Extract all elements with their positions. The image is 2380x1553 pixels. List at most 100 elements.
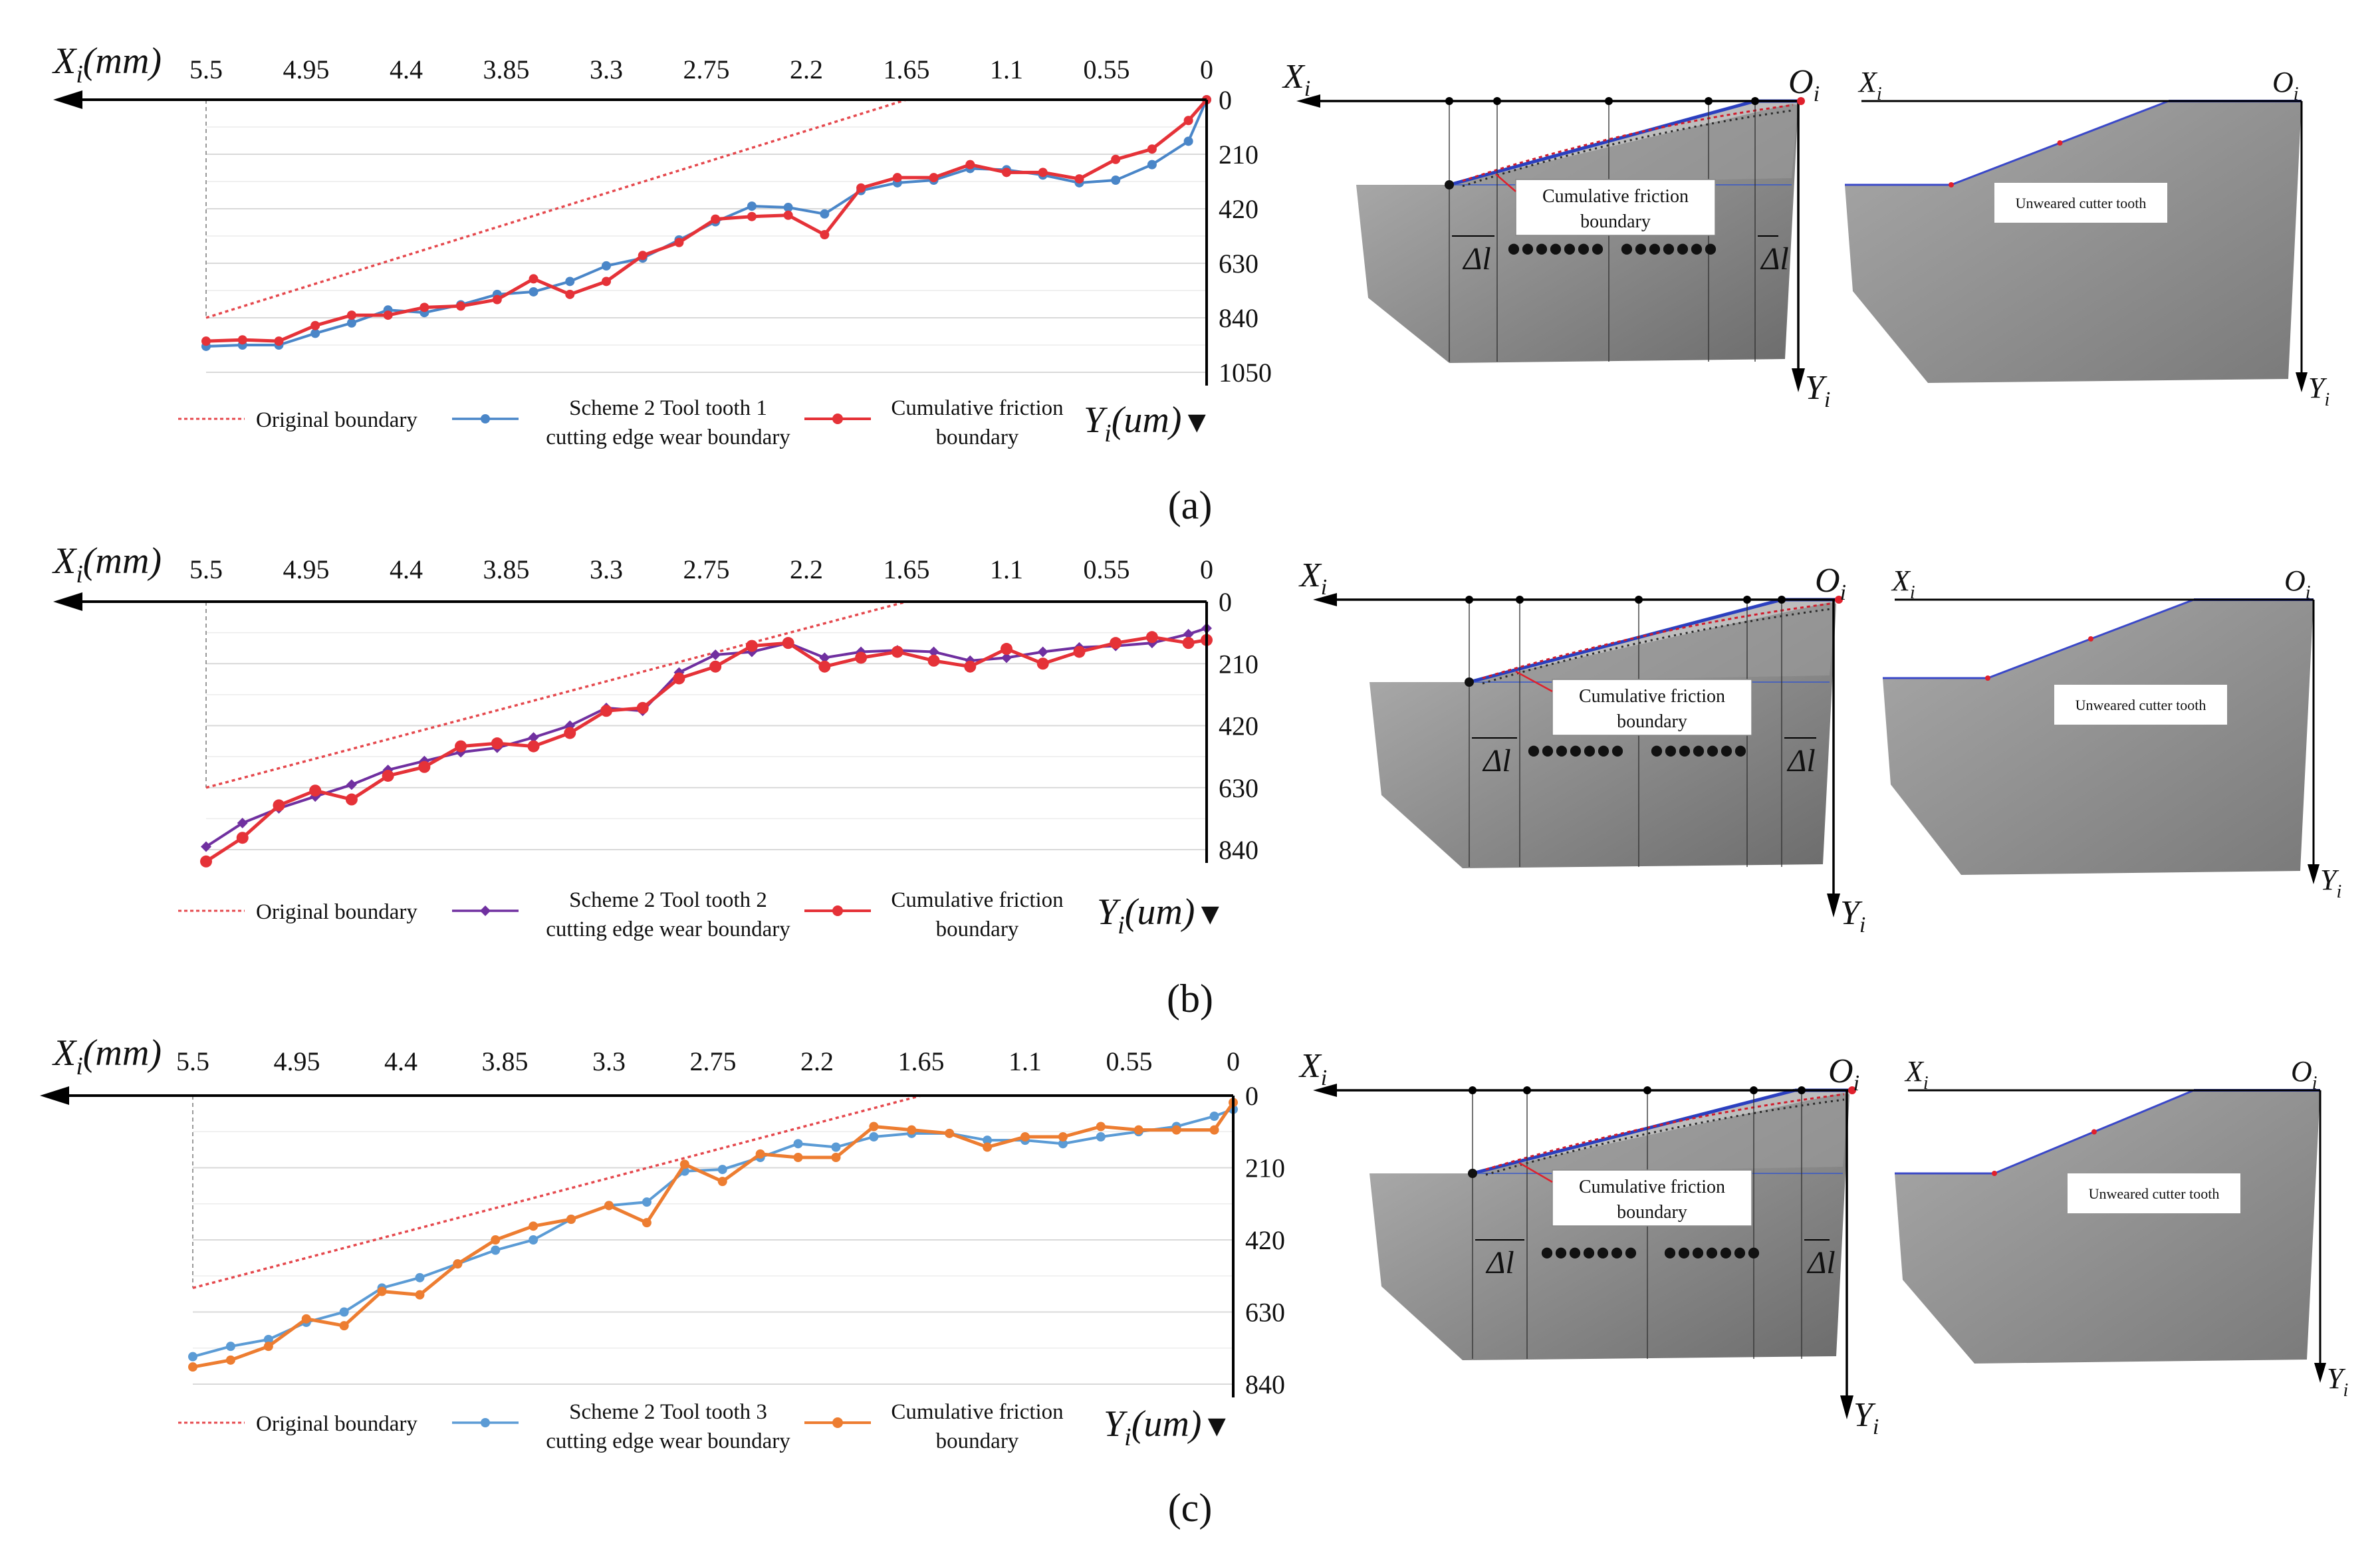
- x-tick-label: 0.55: [1084, 554, 1130, 584]
- image-y-arrow: [1792, 368, 1805, 392]
- legend-marker-friction: [832, 1417, 843, 1428]
- data-point: [263, 1334, 273, 1344]
- image-y-label: Yi: [1853, 1396, 1879, 1439]
- image-origin-label: Oi: [2272, 66, 2299, 104]
- data-point: [856, 183, 866, 193]
- data-point: [673, 672, 685, 685]
- chart-panel-a: 5.5 4.95 4.4 3.85 3.3 2.75 2.2 1.65 1.1 0.55 00 210…: [52, 41, 1272, 449]
- y-tick-label: 210: [1219, 649, 1258, 679]
- x-tick-label: 1.65: [884, 55, 930, 84]
- y-axis-title: Yi(um)▼: [1097, 892, 1225, 939]
- data-point: [237, 335, 247, 345]
- y-tick-label: 420: [1219, 711, 1258, 741]
- data-point: [709, 660, 722, 673]
- data-point: [346, 779, 357, 790]
- data-point: [747, 201, 757, 211]
- image-origin-label: Oi: [1815, 562, 1846, 605]
- chart-axis-labels: Xi(mm): [52, 1032, 162, 1080]
- data-point: [456, 301, 466, 311]
- origin-point: [1797, 97, 1805, 105]
- edge-point: [2088, 636, 2093, 642]
- data-point: [1133, 1125, 1143, 1135]
- legend-label-wear-1: Scheme 2 Tool tooth 2: [569, 888, 767, 912]
- x-axis-arrow: [53, 592, 82, 611]
- data-point: [945, 1128, 955, 1138]
- legend-marker-wear: [481, 414, 490, 423]
- x-tick-label: 0: [1227, 1046, 1240, 1076]
- annotation-pointer: [1515, 670, 1553, 693]
- friction-annotation-line1: Cumulative friction: [1579, 686, 1725, 707]
- data-point: [225, 1355, 235, 1365]
- legend-label-friction-1: Cumulative friction: [891, 396, 1063, 420]
- data-point: [831, 1142, 841, 1152]
- data-point: [1147, 160, 1157, 170]
- chart-series: [200, 622, 1213, 868]
- segment-point: [1523, 1086, 1531, 1094]
- data-point: [604, 1201, 614, 1211]
- delta-l-left: Δl: [1462, 241, 1491, 277]
- image-x-label: Xi: [1282, 58, 1310, 101]
- unweared-label-box: [1994, 183, 2167, 223]
- data-point: [453, 1259, 463, 1269]
- x-tick-label: 4.4: [390, 55, 423, 84]
- data-point: [455, 740, 467, 753]
- x-tick-label: 2.75: [683, 55, 730, 84]
- image-x-label: Xi: [1857, 66, 1882, 104]
- image-origin-label: Oi: [2284, 564, 2311, 603]
- edge-point: [1949, 182, 1954, 187]
- chart-series: [188, 1098, 1238, 1372]
- x-tick-label: 2.2: [790, 554, 823, 584]
- x-axis-arrow: [53, 90, 82, 109]
- chart-axis-labels: Xi(mm): [52, 540, 162, 588]
- original-boundary-line: [192, 1094, 1233, 1290]
- friction-annotation-line2: boundary: [1617, 1202, 1687, 1223]
- legend-label-friction-1: Cumulative friction: [891, 888, 1063, 912]
- data-point: [529, 1235, 538, 1245]
- x-tick-label: 0.55: [1106, 1046, 1153, 1076]
- data-point: [529, 274, 538, 284]
- legend-label-friction-2: boundary: [936, 425, 1019, 449]
- data-point: [782, 637, 794, 650]
- image-y-label: Yi: [2308, 372, 2329, 410]
- data-point: [415, 1272, 425, 1282]
- y-tick-label: 210: [1245, 1153, 1285, 1183]
- chart-tick-labels: 5.5 4.95 4.4 3.85 3.3 2.75 2.2 1.65 1.1 0.55 00 210…: [189, 55, 1272, 388]
- data-point: [928, 646, 939, 657]
- data-point: [382, 769, 394, 782]
- data-point: [346, 310, 356, 320]
- x-tick-label: 5.5: [189, 554, 223, 584]
- image-origin-label: Oi: [1788, 63, 1820, 106]
- legend-label-wear-2: cutting edge wear boundary: [546, 1429, 790, 1453]
- chart-gridlines: [205, 100, 1207, 373]
- delta-l-right: Δl: [1760, 241, 1789, 277]
- data-point: [564, 727, 576, 739]
- x-tick-label: 3.3: [590, 554, 623, 584]
- data-point: [783, 210, 793, 220]
- unweared-label-box: [2054, 685, 2227, 725]
- segment-point: [1635, 596, 1643, 604]
- unworn-tooth-panel: Xi Oi Yi Unweared cutter tooth: [1883, 564, 2341, 902]
- data-point: [929, 173, 939, 183]
- x-tick-label: 2.75: [690, 1046, 737, 1076]
- chart-legend: Original boundary Scheme 2 Tool tooth 2 cu…: [178, 888, 1225, 941]
- friction-annotation-box: [1552, 1169, 1752, 1227]
- legend-label-friction-1: Cumulative friction: [891, 1400, 1063, 1424]
- x-axis-title: Xi(mm): [52, 540, 162, 588]
- y-axis-title: Yi(um)▼: [1084, 400, 1212, 447]
- edge-point: [2057, 140, 2063, 146]
- unweared-label: Unweared cutter tooth: [2089, 1185, 2220, 1202]
- friction-annotation-line2: boundary: [1580, 211, 1651, 232]
- image-x-label: Xi: [1904, 1055, 1929, 1094]
- data-point: [346, 318, 356, 328]
- x-tick-label: 1.1: [1009, 1046, 1042, 1076]
- data-point: [565, 277, 575, 287]
- friction-annotation-line2: boundary: [1617, 711, 1687, 732]
- legend-label-original: Original boundary: [256, 900, 417, 924]
- data-point: [717, 1177, 727, 1187]
- image-y-arrow: [1840, 1395, 1853, 1419]
- original-boundary: [192, 1094, 1233, 1290]
- image-y-arrow: [1827, 894, 1840, 917]
- data-point: [201, 336, 211, 346]
